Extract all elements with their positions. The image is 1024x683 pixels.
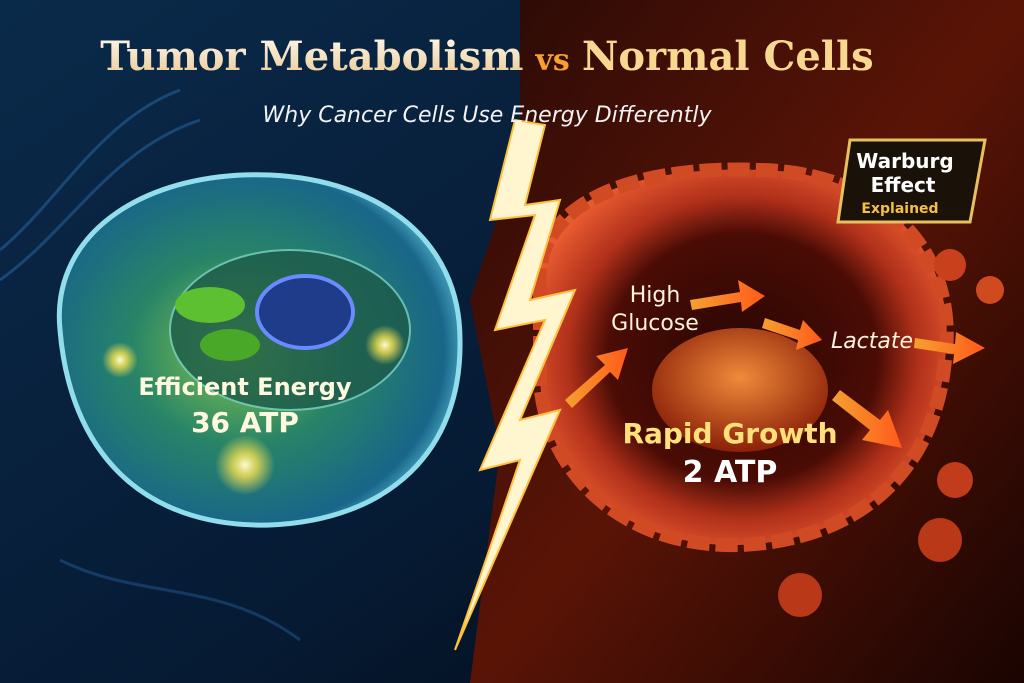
particle	[918, 518, 962, 562]
glow	[215, 435, 275, 495]
badge-frame	[836, 138, 987, 224]
input-label: High	[630, 283, 681, 308]
output-label: Lactate	[831, 329, 913, 354]
arrow	[565, 348, 628, 408]
tumor-label: Rapid Growth	[622, 417, 837, 450]
badge: Warburg Effect Explained	[836, 138, 987, 224]
tumor-atp: 2 ATP	[683, 455, 778, 490]
particle	[778, 573, 822, 617]
input-label: Glucose	[611, 311, 699, 336]
subtitle: Why Cancer Cells Use Energy Differently	[263, 103, 713, 128]
title-part: Normal Cells	[582, 33, 874, 80]
organelle	[175, 287, 245, 323]
particle	[937, 462, 973, 498]
particle	[976, 276, 1004, 304]
title-part: Tumor Metabolism	[100, 33, 523, 80]
glow	[365, 325, 405, 365]
arrow	[832, 390, 902, 448]
lightning-bolt	[454, 118, 577, 651]
badge-line: Explained	[861, 201, 938, 217]
particle	[934, 249, 966, 281]
arrow	[914, 332, 985, 364]
organelle	[200, 329, 260, 361]
badge-line: Effect	[871, 173, 936, 197]
arrow	[762, 318, 822, 350]
dna-strand	[0, 88, 201, 282]
normal-atp: 36 ATP	[191, 406, 299, 439]
badge-line: Warburg	[856, 149, 953, 173]
arrow	[690, 280, 765, 312]
title: Tumor Metabolism vs Normal Cells	[100, 33, 873, 80]
tumor-nucleus	[652, 328, 828, 452]
dna-strand	[59, 558, 301, 642]
normal-label: Efficient Energy	[138, 373, 352, 401]
mitochondrion	[255, 274, 355, 350]
glow	[102, 342, 138, 378]
title-connector: vs	[534, 43, 569, 78]
